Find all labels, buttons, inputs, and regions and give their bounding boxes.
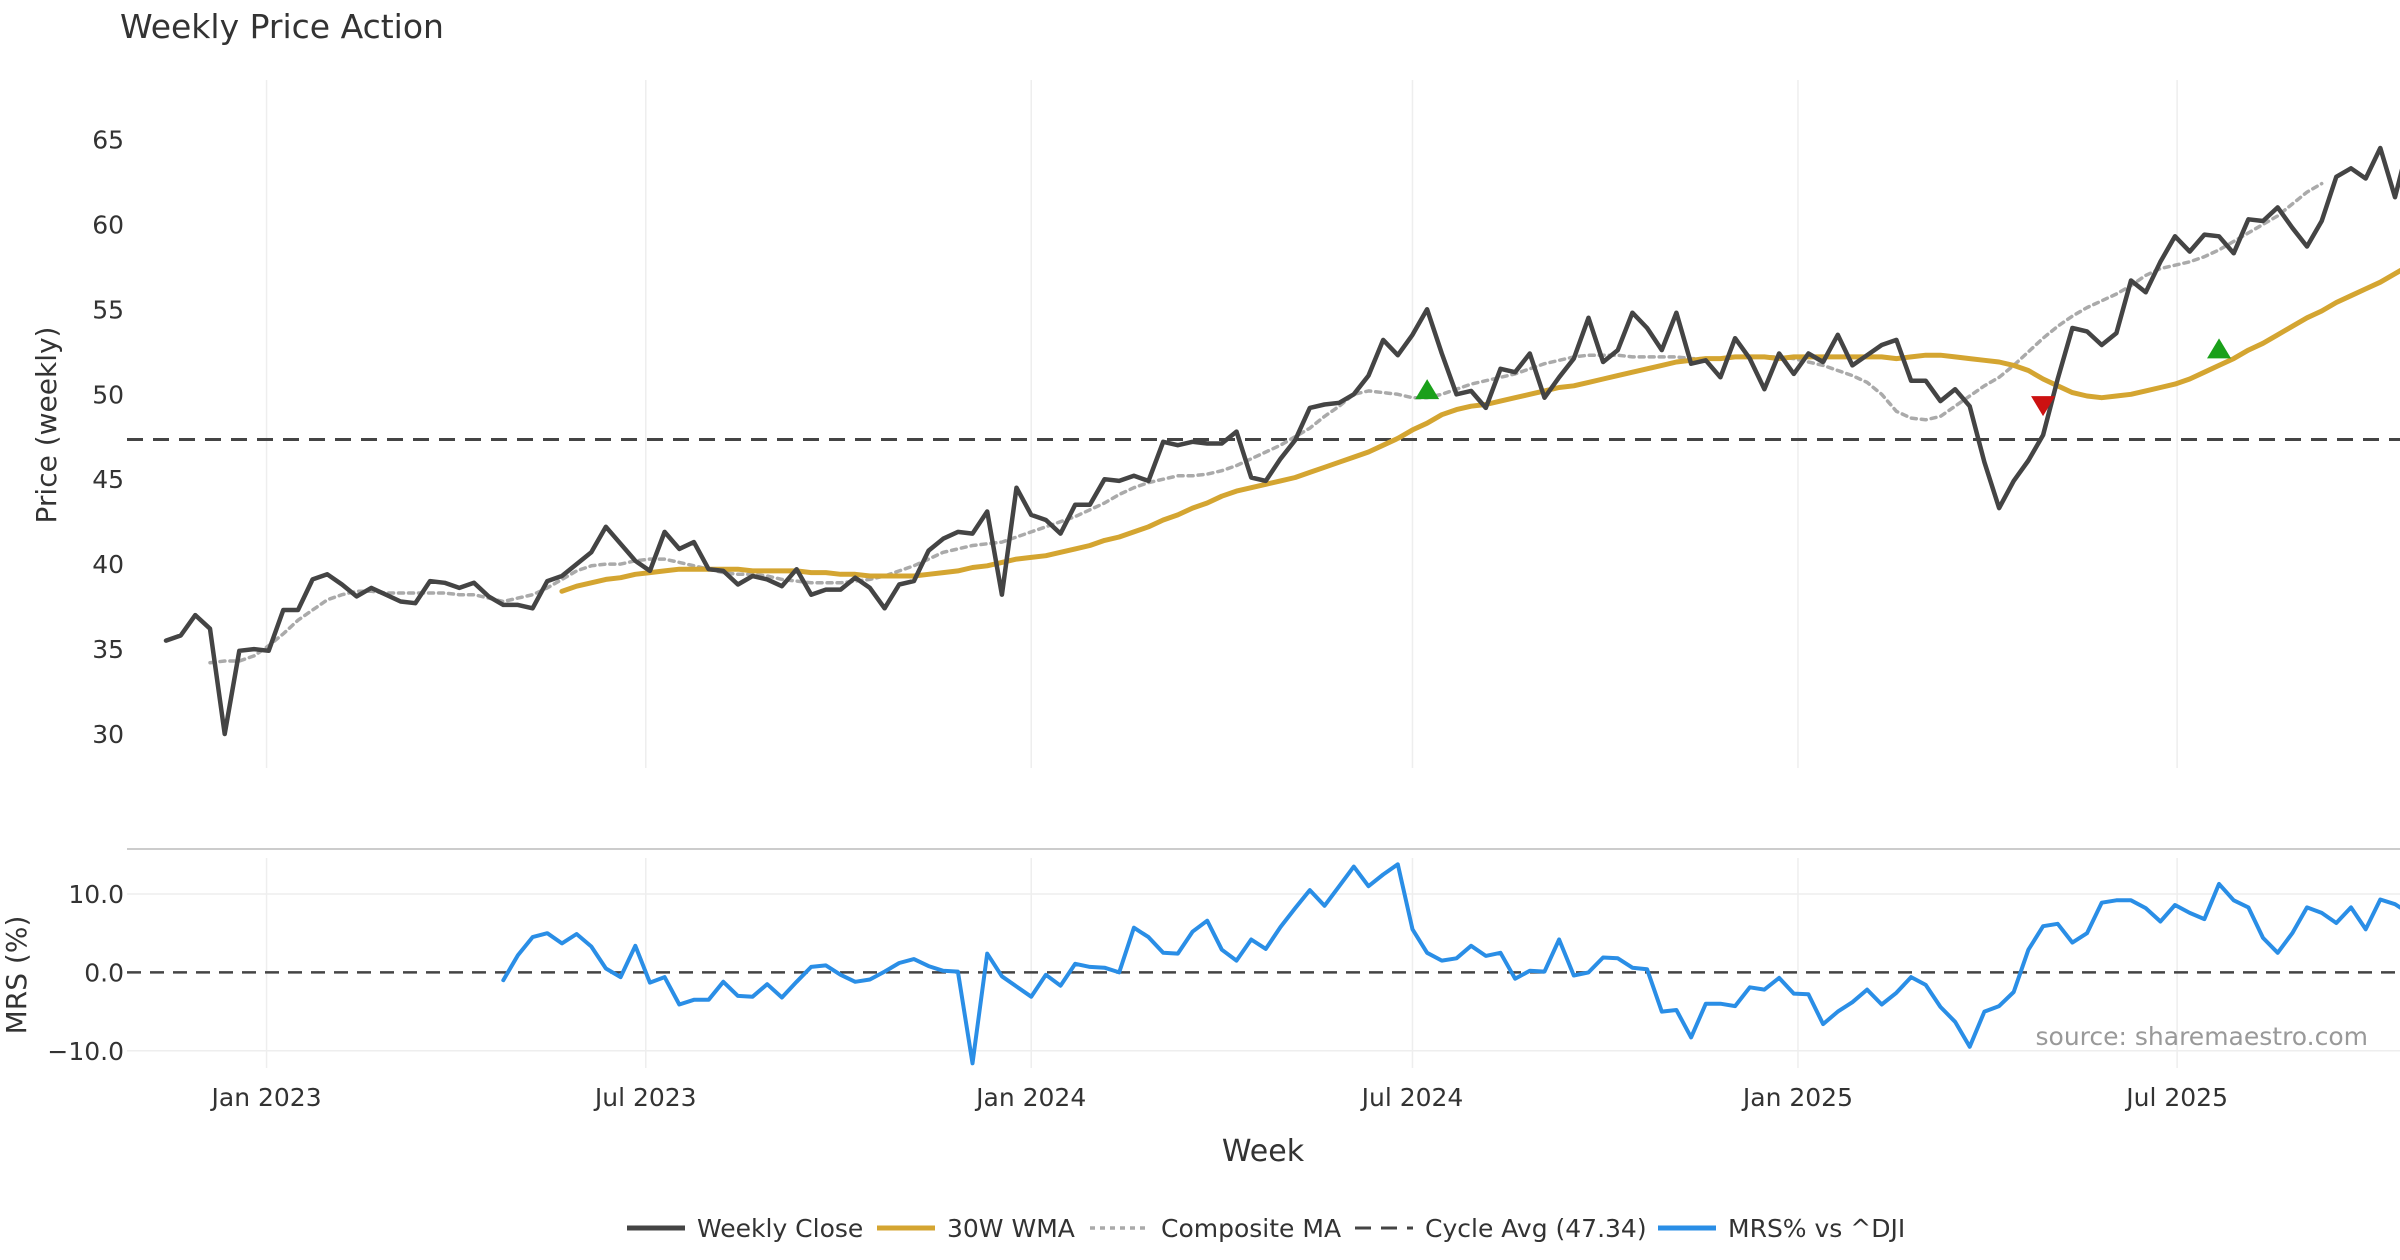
legend-label-mrs: MRS% vs ^DJI bbox=[1728, 1214, 1905, 1243]
legend-label-cycle: Cycle Avg (47.34) bbox=[1425, 1214, 1647, 1243]
main-y-tick-label: 40 bbox=[92, 550, 124, 579]
x-tick-label: Jul 2025 bbox=[2124, 1083, 2228, 1112]
composite-ma-line bbox=[208, 181, 2324, 665]
mrs-y-ticks: 10.0 0.0 −10.0 bbox=[47, 880, 124, 1066]
legend: Weekly Close 30W WMA Composite MA Cycle Avg… bbox=[627, 1214, 1905, 1243]
weekly-close-line bbox=[163, 145, 2400, 737]
x-tick-label: Jan 2025 bbox=[1741, 1083, 1853, 1112]
sell-signal-marker bbox=[2031, 396, 2056, 417]
mrs-grid bbox=[127, 858, 2400, 1068]
main-y-axis-label: Price (weekly) bbox=[30, 327, 63, 524]
legend-label-composite: Composite MA bbox=[1161, 1214, 1341, 1243]
mrs-series bbox=[127, 862, 2400, 1066]
main-y-tick-label: 60 bbox=[92, 210, 124, 239]
source-note: source: sharemaestro.com bbox=[2036, 1022, 2369, 1051]
x-tick-label: Jul 2024 bbox=[1360, 1083, 1464, 1112]
main-y-tick-label: 65 bbox=[92, 125, 124, 154]
x-axis-label: Week bbox=[1222, 1134, 1305, 1169]
mrs-y-tick-label: 0.0 bbox=[84, 958, 124, 987]
mrs-y-tick-label: 10.0 bbox=[68, 880, 124, 909]
mrs-line bbox=[501, 862, 2400, 1066]
main-y-tick-label: 30 bbox=[92, 720, 124, 749]
signal-markers bbox=[1415, 338, 2232, 417]
legend-label-close: Weekly Close bbox=[697, 1214, 863, 1243]
main-grid bbox=[265, 80, 2178, 768]
main-y-tick-label: 35 bbox=[92, 635, 124, 664]
legend-label-wma: 30W WMA bbox=[947, 1214, 1075, 1243]
mrs-y-tick-label: −10.0 bbox=[47, 1037, 124, 1066]
x-tick-label: Jan 2023 bbox=[210, 1083, 322, 1112]
x-tick-label: Jul 2023 bbox=[593, 1083, 697, 1112]
x-tick-label: Jan 2024 bbox=[974, 1083, 1086, 1112]
main-y-tick-label: 55 bbox=[92, 295, 124, 324]
main-y-ticks: 30 35 40 45 50 55 60 65 bbox=[92, 125, 124, 749]
main-y-tick-label: 45 bbox=[92, 465, 124, 494]
wma-30w-line bbox=[559, 267, 2400, 594]
x-tick-labels: Jan 2023 Jul 2023 Jan 2024 Jul 2024 Jan 2025… bbox=[210, 1083, 2228, 1112]
main-series bbox=[127, 145, 2400, 737]
buy-signal-marker bbox=[1415, 379, 1440, 400]
main-y-tick-label: 50 bbox=[92, 380, 124, 409]
chart-title: Weekly Price Action bbox=[120, 7, 444, 46]
buy-signal-marker bbox=[2207, 338, 2232, 359]
mrs-y-axis-label: MRS (%) bbox=[0, 916, 33, 1035]
